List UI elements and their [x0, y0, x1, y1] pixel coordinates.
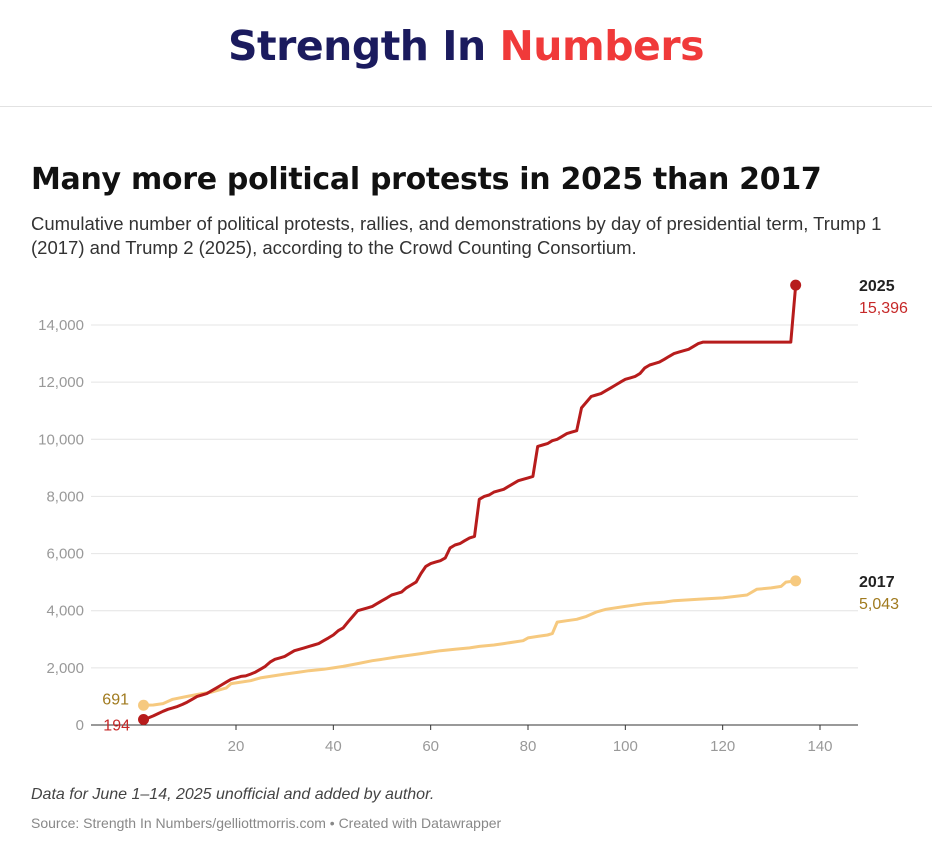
chart-note: Data for June 1–14, 2025 unofficial and … — [31, 786, 435, 803]
end-value-2017: 5,043 — [859, 596, 899, 613]
brand-part2: Numbers — [499, 22, 704, 70]
brand-logo: Strength In Numbers — [0, 22, 932, 70]
series-name-2025: 2025 — [859, 278, 895, 295]
x-tick-label: 60 — [422, 738, 439, 755]
y-tick-label: 10,000 — [38, 431, 84, 448]
series-line-2017 — [143, 579, 796, 707]
chart-subtitle: Cumulative number of political protests,… — [31, 213, 882, 258]
start-point-2025 — [138, 713, 150, 725]
x-tick-label: 140 — [807, 738, 832, 755]
x-tick-label: 100 — [613, 738, 638, 755]
chart-source: Source: Strength In Numbers/gelliottmorr… — [31, 815, 502, 831]
y-tick-label: 4,000 — [46, 603, 84, 620]
header-divider — [0, 106, 932, 107]
chart-title: Many more political protests in 2025 tha… — [31, 162, 822, 197]
y-tick-label: 8,000 — [46, 488, 84, 505]
x-tick-label: 80 — [520, 738, 537, 755]
y-tick-label: 6,000 — [46, 546, 84, 563]
y-tick-label: 2,000 — [46, 660, 84, 677]
y-tick-label: 0 — [76, 717, 84, 734]
end-point-2017 — [790, 575, 802, 587]
x-tick-label: 20 — [228, 738, 245, 755]
end-value-2025: 15,396 — [859, 300, 908, 317]
y-tick-label: 14,000 — [38, 317, 84, 334]
end-point-2025 — [790, 279, 802, 291]
start-point-2017 — [138, 699, 150, 711]
start-value-2025: 194 — [103, 717, 130, 734]
brand-part1: Strength In — [228, 22, 486, 70]
x-tick-label: 120 — [710, 738, 735, 755]
x-tick-label: 40 — [325, 738, 342, 755]
y-tick-label: 12,000 — [38, 374, 84, 391]
start-value-2017: 691 — [102, 691, 129, 708]
line-chart: 0 2,000 4,000 6,000 8,000 10,000 12,000 14,000 2… — [38, 278, 908, 755]
series-name-2017: 2017 — [859, 574, 895, 591]
series-line-2025 — [143, 284, 798, 721]
